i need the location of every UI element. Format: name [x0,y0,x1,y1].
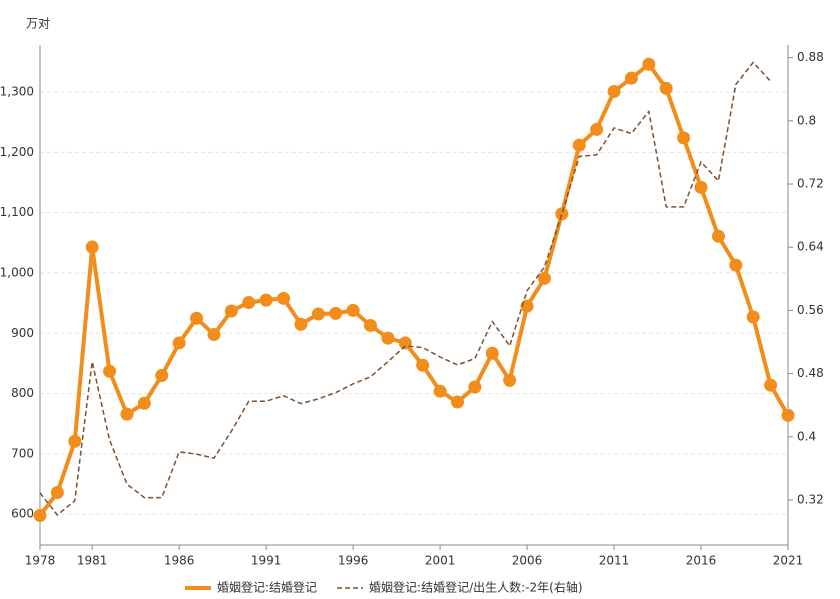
data-point [485,346,499,360]
data-point [103,364,117,378]
data-point [624,71,638,85]
data-point [172,336,186,350]
legend-label: 婚姻登记:结婚登记/出生人数:-2年(右轴) [369,580,582,595]
data-point [346,303,360,317]
data-point [85,240,99,254]
data-point [450,395,464,409]
y2-tick-label: 0.4 [797,429,816,443]
data-point [503,373,517,387]
data-point [607,84,621,98]
y2-tick-label: 0.72 [797,177,824,191]
data-point [294,317,308,331]
data-point [677,131,691,145]
data-point [311,307,325,321]
y-tick-label: 1,000 [0,265,34,279]
y2-tick-label: 0.32 [797,492,824,506]
y2-tick-label: 0.88 [797,50,824,64]
x-tick-label: 1996 [338,554,369,568]
data-point [155,369,169,383]
data-point [50,486,64,500]
data-point [711,229,725,243]
data-point [259,293,273,307]
y-tick-label: 600 [11,507,34,521]
x-tick-label: 2021 [773,554,804,568]
data-point [537,271,551,285]
data-point [329,306,343,320]
x-tick-label: 1986 [164,554,195,568]
data-point [120,407,134,421]
y-axis-unit: 万对 [26,17,50,31]
series-line [39,61,772,516]
y2-tick-label: 0.64 [797,240,824,254]
y2-tick-label: 0.56 [797,303,824,317]
x-tick-label: 1978 [25,554,56,568]
x-tick-label: 2001 [425,554,456,568]
y-tick-label: 1,100 [0,205,34,219]
x-tick-label: 2011 [599,554,630,568]
data-point [590,122,604,136]
data-point [224,304,238,318]
data-point [659,81,673,95]
data-point [398,336,412,350]
data-point [190,311,204,325]
data-point [764,378,778,392]
data-point [746,310,760,324]
x-tick-label: 1981 [77,554,108,568]
data-point [694,180,708,194]
y-tick-label: 1,300 [0,85,34,99]
y2-tick-label: 0.48 [797,366,824,380]
data-point [433,384,447,398]
data-point [781,408,795,422]
data-point [207,328,221,342]
series-line [38,62,790,517]
data-point [364,318,378,332]
x-tick-label: 2016 [686,554,717,568]
data-point [642,57,656,71]
data-point [381,331,395,345]
data-point [416,358,430,372]
data-point [555,207,569,221]
y-tick-label: 800 [11,386,34,400]
data-point [68,434,82,448]
legend-label: 婚姻登记:结婚登记 [217,580,317,595]
data-point [33,508,47,522]
y-tick-label: 900 [11,326,34,340]
data-point [468,380,482,394]
x-tick-label: 2006 [512,554,543,568]
y2-tick-label: 0.8 [797,113,816,127]
x-tick-label: 1991 [251,554,282,568]
data-point [729,258,743,272]
y-tick-label: 1,200 [0,145,34,159]
data-point [572,138,586,152]
y-tick-label: 700 [11,446,34,460]
data-point [242,296,256,310]
data-point [277,291,291,305]
data-point [137,396,151,410]
